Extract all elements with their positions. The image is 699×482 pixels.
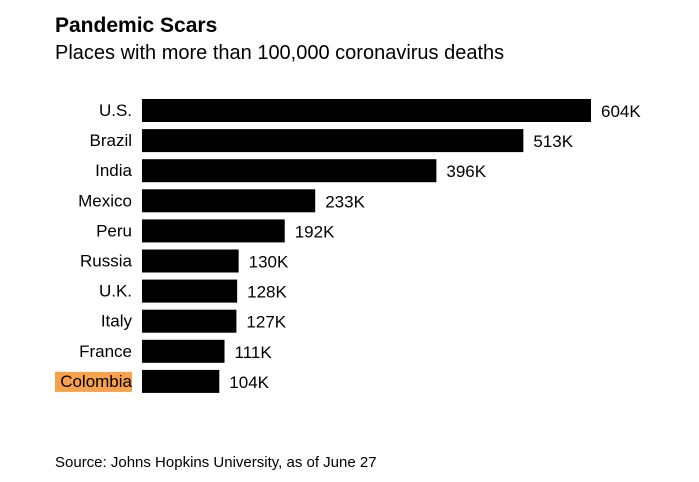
bar-italy: [142, 309, 237, 333]
bar-mexico: [142, 189, 316, 213]
bar-peru: [142, 219, 285, 243]
value-label: 127K: [246, 313, 286, 332]
value-label: 513K: [533, 132, 573, 151]
category-label: Colombia: [60, 372, 132, 391]
bar-colombia: [142, 369, 220, 393]
source-note: Source: Johns Hopkins University, as of …: [55, 454, 377, 471]
category-label: Brazil: [89, 131, 132, 150]
category-label: U.K.: [99, 282, 132, 301]
category-label: Peru: [96, 221, 132, 240]
category-label: U.S.: [99, 101, 132, 120]
value-label: 111K: [235, 343, 273, 362]
value-label: 104K: [229, 373, 269, 392]
bar-uk: [142, 279, 238, 303]
chart-subtitle: Places with more than 100,000 coronaviru…: [55, 42, 505, 64]
chart-title: Pandemic Scars: [55, 14, 218, 37]
bar-france: [142, 339, 225, 363]
bar-brazil: [142, 129, 524, 153]
category-label: Mexico: [78, 191, 132, 210]
value-label: 604K: [601, 102, 641, 121]
value-label: 233K: [325, 192, 365, 211]
value-label: 128K: [247, 283, 287, 302]
value-label: 130K: [249, 253, 289, 272]
bar-russia: [142, 249, 239, 273]
value-label: 192K: [295, 222, 335, 241]
highlight-box: [55, 371, 132, 392]
category-label: France: [79, 342, 132, 361]
category-label: India: [95, 161, 132, 180]
bar-us: [142, 99, 591, 122]
category-label: Russia: [80, 252, 133, 271]
category-label: Italy: [101, 312, 133, 331]
value-label: 396K: [446, 162, 486, 181]
bar-india: [142, 159, 437, 183]
